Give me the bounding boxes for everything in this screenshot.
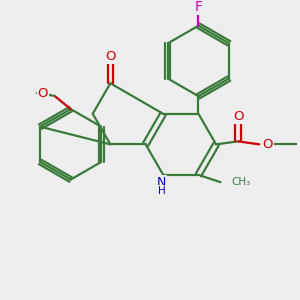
Text: O: O — [233, 110, 243, 123]
Text: O: O — [38, 87, 48, 100]
Text: O: O — [105, 50, 116, 63]
Text: N: N — [157, 176, 167, 189]
Text: F: F — [194, 0, 202, 14]
Text: CH₃: CH₃ — [232, 177, 251, 187]
Text: H: H — [158, 186, 166, 196]
Text: O: O — [262, 138, 273, 151]
